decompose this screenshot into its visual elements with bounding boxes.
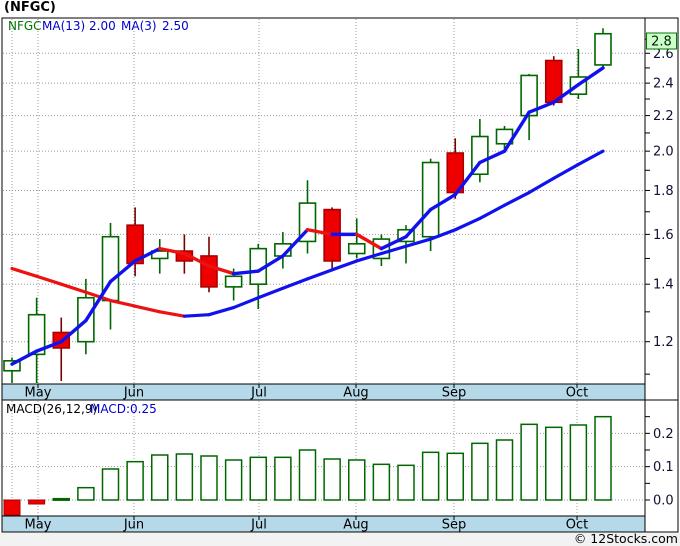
legend-ma13-value: 2.00 — [89, 19, 116, 33]
svg-text:0.2: 0.2 — [653, 427, 674, 442]
svg-text:2.6: 2.6 — [653, 47, 674, 62]
svg-text:Aug: Aug — [343, 518, 368, 533]
svg-text:Jul: Jul — [250, 386, 267, 401]
legend-ma3-value: 2.50 — [162, 19, 189, 33]
svg-text:Jun: Jun — [123, 518, 144, 533]
svg-text:May: May — [25, 386, 52, 401]
svg-text:Sep: Sep — [442, 386, 467, 401]
svg-text:0.0: 0.0 — [653, 494, 674, 509]
svg-text:2.8: 2.8 — [651, 35, 672, 50]
svg-text:Aug: Aug — [343, 386, 368, 401]
svg-text:May: May — [25, 518, 52, 533]
svg-text:1.2: 1.2 — [653, 335, 674, 350]
page-title: (NFGC) — [4, 0, 56, 15]
svg-text:2.4: 2.4 — [653, 77, 674, 92]
svg-text:2.2: 2.2 — [653, 109, 674, 124]
svg-text:Oct: Oct — [566, 386, 588, 401]
bottom-strip — [0, 533, 680, 546]
svg-text:1.8: 1.8 — [653, 184, 674, 199]
svg-text:Jul: Jul — [250, 518, 267, 533]
svg-text:2.0: 2.0 — [653, 145, 674, 160]
legend-ma3-label: MA(3) — [121, 19, 157, 33]
svg-text:Sep: Sep — [442, 518, 467, 533]
svg-text:1.6: 1.6 — [653, 228, 674, 243]
svg-text:1.4: 1.4 — [653, 278, 674, 293]
svg-text:Jun: Jun — [123, 386, 144, 401]
macd-label: MACD(26,12,9) — [6, 402, 98, 416]
legend-ma13-label: MA(13) — [42, 19, 86, 33]
svg-text:Oct: Oct — [566, 518, 588, 533]
macd-current-value: MACD:0.25 — [90, 402, 157, 416]
svg-text:0.1: 0.1 — [653, 460, 674, 475]
copyright-watermark: © 12Stocks.com — [573, 531, 678, 546]
legend-symbol: NFGC — [8, 19, 42, 33]
